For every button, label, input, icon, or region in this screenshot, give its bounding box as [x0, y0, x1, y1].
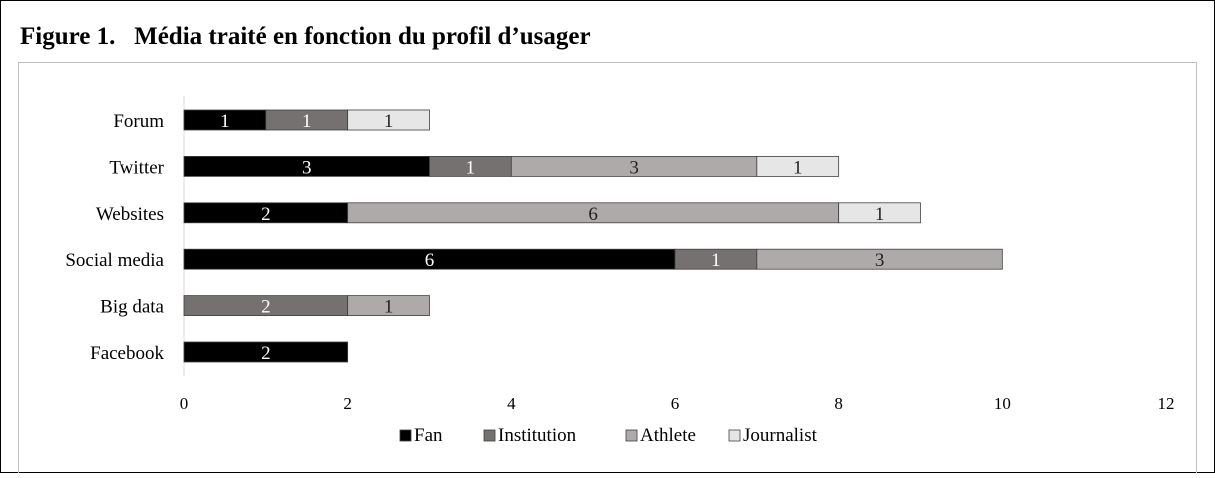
- bar-segment: [756, 155, 840, 177]
- y-tick-label: Websites: [96, 204, 164, 225]
- data-label: 1: [793, 157, 803, 178]
- legend-swatch: [483, 429, 496, 442]
- data-label: 6: [425, 250, 435, 271]
- data-label: 2: [261, 343, 271, 364]
- data-label: 2: [261, 297, 271, 318]
- chart-title: Figure 1. Média traité en fonction du pr…: [20, 23, 591, 50]
- data-label: 1: [302, 111, 312, 132]
- data-label: 1: [384, 297, 394, 318]
- data-label: 1: [711, 250, 721, 271]
- x-tick-label: 10: [994, 394, 1011, 413]
- legend-label: Journalist: [743, 425, 818, 446]
- x-tick-label: 4: [507, 394, 516, 413]
- legend-label: Fan: [414, 425, 443, 446]
- bar-segment: [347, 295, 430, 317]
- y-tick-label: Forum: [113, 111, 164, 132]
- data-label: 1: [384, 111, 394, 132]
- legend-swatch: [399, 429, 412, 442]
- legend-swatch: [625, 429, 638, 442]
- data-label: 1: [875, 204, 885, 225]
- y-tick-label: Twitter: [109, 157, 164, 178]
- chart-frame: [18, 62, 1197, 478]
- legend-swatch: [728, 429, 741, 442]
- data-label: 3: [302, 157, 312, 178]
- y-tick-label: Big data: [100, 297, 164, 318]
- data-label: 1: [220, 111, 230, 132]
- bar-segment: [183, 341, 349, 363]
- x-tick-label: 12: [1158, 394, 1175, 413]
- x-tick-label: 8: [834, 394, 843, 413]
- data-label: 3: [629, 157, 639, 178]
- y-tick-label: Facebook: [90, 343, 164, 364]
- x-tick-label: 0: [180, 394, 189, 413]
- y-tick-label: Social media: [65, 250, 164, 271]
- bar-segment: [347, 109, 430, 131]
- legend-label: Athlete: [640, 425, 696, 446]
- x-tick-label: 2: [343, 394, 352, 413]
- data-label: 3: [875, 250, 885, 271]
- x-tick-label: 6: [671, 394, 680, 413]
- data-label: 2: [261, 204, 271, 225]
- legend-label: Institution: [498, 425, 577, 446]
- bar-segment: [756, 248, 1003, 270]
- bar-segment: [838, 202, 921, 224]
- data-label: 6: [588, 204, 598, 225]
- data-label: 1: [466, 157, 476, 178]
